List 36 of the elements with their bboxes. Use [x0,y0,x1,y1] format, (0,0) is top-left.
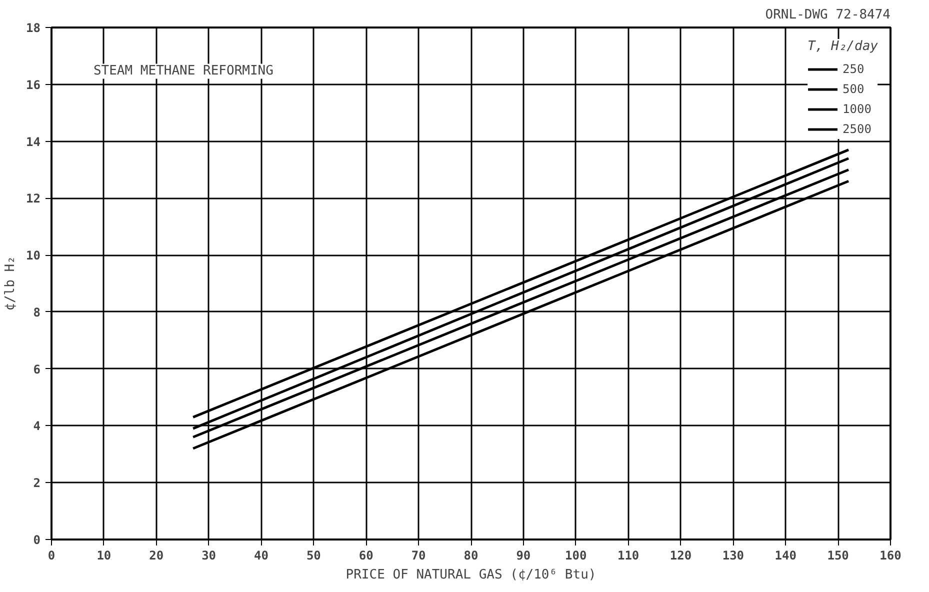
x-axis-title: PRICE OF NATURAL GAS (¢/10⁶ Btu) [346,568,596,582]
y-tick-label: 18 [26,21,41,35]
x-tick-label: 10 [96,548,112,562]
y-tick-label: 16 [26,78,41,92]
x-tick-label: 20 [149,548,164,562]
y-tick-label: 14 [26,134,41,149]
legend-label: 250 [842,62,864,76]
x-tick-label: 160 [880,548,902,562]
x-tick-label: 120 [670,548,692,562]
text: STEAM METHANE REFORMING [93,64,274,79]
x-tick-label: 70 [411,548,426,562]
y-axis-title: ¢/lb H₂ [3,256,18,311]
y-tick-label: 4 [33,419,41,434]
x-tick-label: 40 [254,548,268,562]
legend-label: 500 [842,82,864,96]
x-tick-label: 50 [306,548,321,562]
x-tick-label: 130 [722,548,744,562]
y-tick-label: 0 [33,533,41,547]
x-tick-label: 150 [827,548,849,562]
y-tick-label: 10 [26,248,41,263]
legend-label: 1000 [842,102,872,116]
y-tick-label: 12 [26,192,41,206]
x-tick-label: 140 [774,548,796,562]
x-tick-label: 60 [358,548,374,562]
legend-label: 2500 [842,122,872,136]
y-tick-label: 2 [33,476,41,490]
y-tick-label: 8 [33,305,41,320]
y-tick-label: 6 [33,362,41,376]
x-tick-label: 110 [617,548,640,562]
legend-title: T, H₂/day [808,39,878,54]
x-tick-label: 30 [202,548,216,562]
x-tick-label: 0 [48,548,56,562]
x-tick-label: 80 [464,548,478,562]
x-tick-label: 100 [565,548,587,562]
x-tick-label: 90 [516,548,531,562]
text: ORNL-DWG 72-8474 [765,8,891,22]
